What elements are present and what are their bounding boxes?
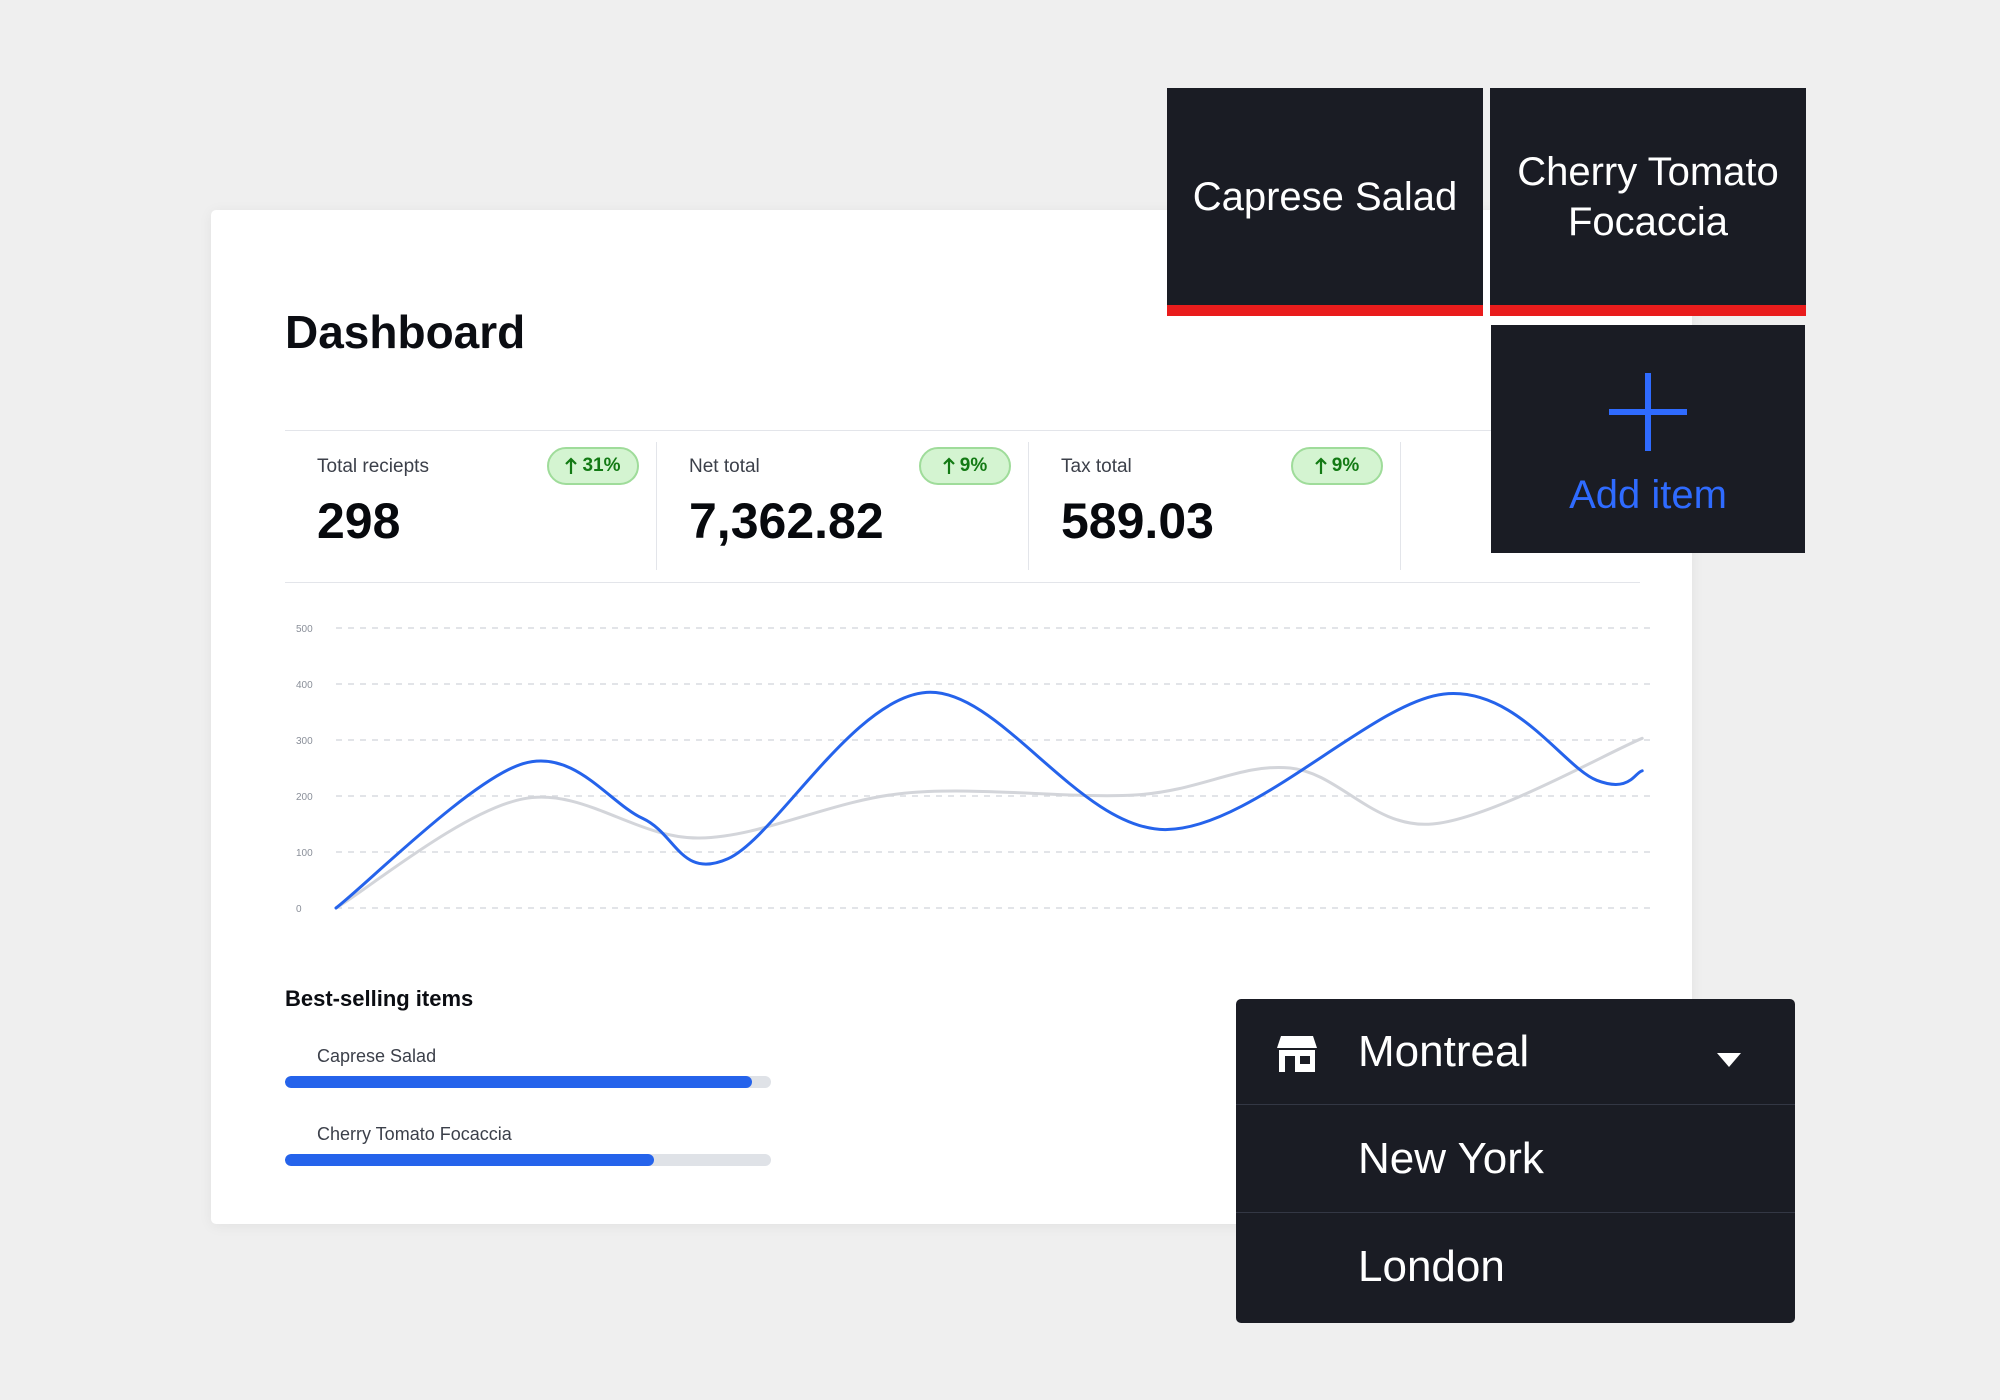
best-item-caprese-salad: Caprese Salad bbox=[285, 1046, 771, 1088]
y-tick-label: 100 bbox=[296, 848, 313, 859]
caret-down-icon[interactable] bbox=[1717, 1053, 1741, 1067]
trend-badge: 9% bbox=[1291, 447, 1383, 485]
stat-value: 589.03 bbox=[1061, 493, 1214, 549]
stat-label: Net total bbox=[689, 456, 760, 477]
location-option-new-york[interactable]: New York bbox=[1236, 1105, 1795, 1213]
sales-progress-fill bbox=[285, 1076, 752, 1088]
trend-badge-value: 9% bbox=[959, 455, 988, 476]
stat-tax-total: Tax total 589.03 9% bbox=[1029, 442, 1401, 570]
dashboard-card: Dashboard Total reciepts 298 31% Net tot… bbox=[211, 210, 1692, 1224]
sales-line-chart: 500 400 300 200 100 0 bbox=[296, 624, 1651, 915]
page-title: Dashboard bbox=[285, 306, 526, 358]
arrow-up-icon bbox=[942, 457, 955, 474]
store-icon bbox=[1277, 1036, 1317, 1072]
menu-item-label: Caprese Salad bbox=[1192, 174, 1458, 219]
trend-badge: 31% bbox=[547, 447, 639, 485]
menu-item-tile-caprese-salad[interactable]: Caprese Salad bbox=[1167, 88, 1483, 316]
location-option-label: London bbox=[1358, 1242, 1505, 1291]
trend-badge: 9% bbox=[919, 447, 1011, 485]
y-tick-label: 0 bbox=[296, 904, 302, 915]
best-item-label: Cherry Tomato Focaccia bbox=[317, 1124, 512, 1144]
sales-progress-fill bbox=[285, 1154, 655, 1166]
sales-progress-track bbox=[285, 1076, 771, 1088]
location-option-label: New York bbox=[1358, 1133, 1544, 1183]
trend-badge-value: 31% bbox=[582, 455, 621, 476]
series-line bbox=[334, 736, 1644, 910]
stat-total-receipts: Total reciepts 298 31% bbox=[285, 442, 657, 570]
stat-label: Total reciepts bbox=[317, 456, 429, 477]
y-tick-label: 300 bbox=[296, 736, 313, 747]
best-selling-title: Best-selling items bbox=[285, 986, 474, 1011]
plus-icon bbox=[1609, 372, 1687, 451]
y-tick-label: 200 bbox=[296, 792, 313, 803]
sales-progress-track bbox=[285, 1154, 771, 1166]
stat-net-total: Net total 7,362.82 9% bbox=[657, 442, 1029, 570]
menu-item-tile-cherry-tomato-focaccia[interactable]: Cherry Tomato Focaccia bbox=[1490, 88, 1806, 316]
stats-row: Total reciepts 298 31% Net total 7,362.8… bbox=[285, 430, 1640, 583]
add-item-button[interactable]: Add item bbox=[1491, 325, 1805, 553]
trend-badge-value: 9% bbox=[1331, 455, 1360, 476]
location-option-london[interactable]: London bbox=[1236, 1213, 1795, 1321]
best-item-cherry-tomato-focaccia: Cherry Tomato Focaccia bbox=[285, 1124, 771, 1166]
series-line bbox=[334, 690, 1644, 910]
stat-value: 7,362.82 bbox=[689, 493, 884, 549]
y-tick-label: 500 bbox=[296, 624, 313, 635]
location-selected-label: Montreal bbox=[1358, 1026, 1530, 1076]
stat-value: 298 bbox=[317, 493, 401, 549]
y-tick-label: 400 bbox=[296, 680, 313, 691]
stat-label: Tax total bbox=[1061, 456, 1132, 477]
arrow-up-icon bbox=[1314, 457, 1327, 474]
menu-item-label: Cherry Tomato Focaccia bbox=[1517, 149, 1779, 244]
location-selected[interactable]: Montreal bbox=[1236, 999, 1795, 1105]
arrow-up-icon bbox=[565, 457, 578, 474]
location-dropdown[interactable]: Montreal New York London bbox=[1236, 999, 1795, 1323]
best-item-label: Caprese Salad bbox=[317, 1046, 437, 1066]
add-item-label: Add item bbox=[1569, 472, 1727, 517]
